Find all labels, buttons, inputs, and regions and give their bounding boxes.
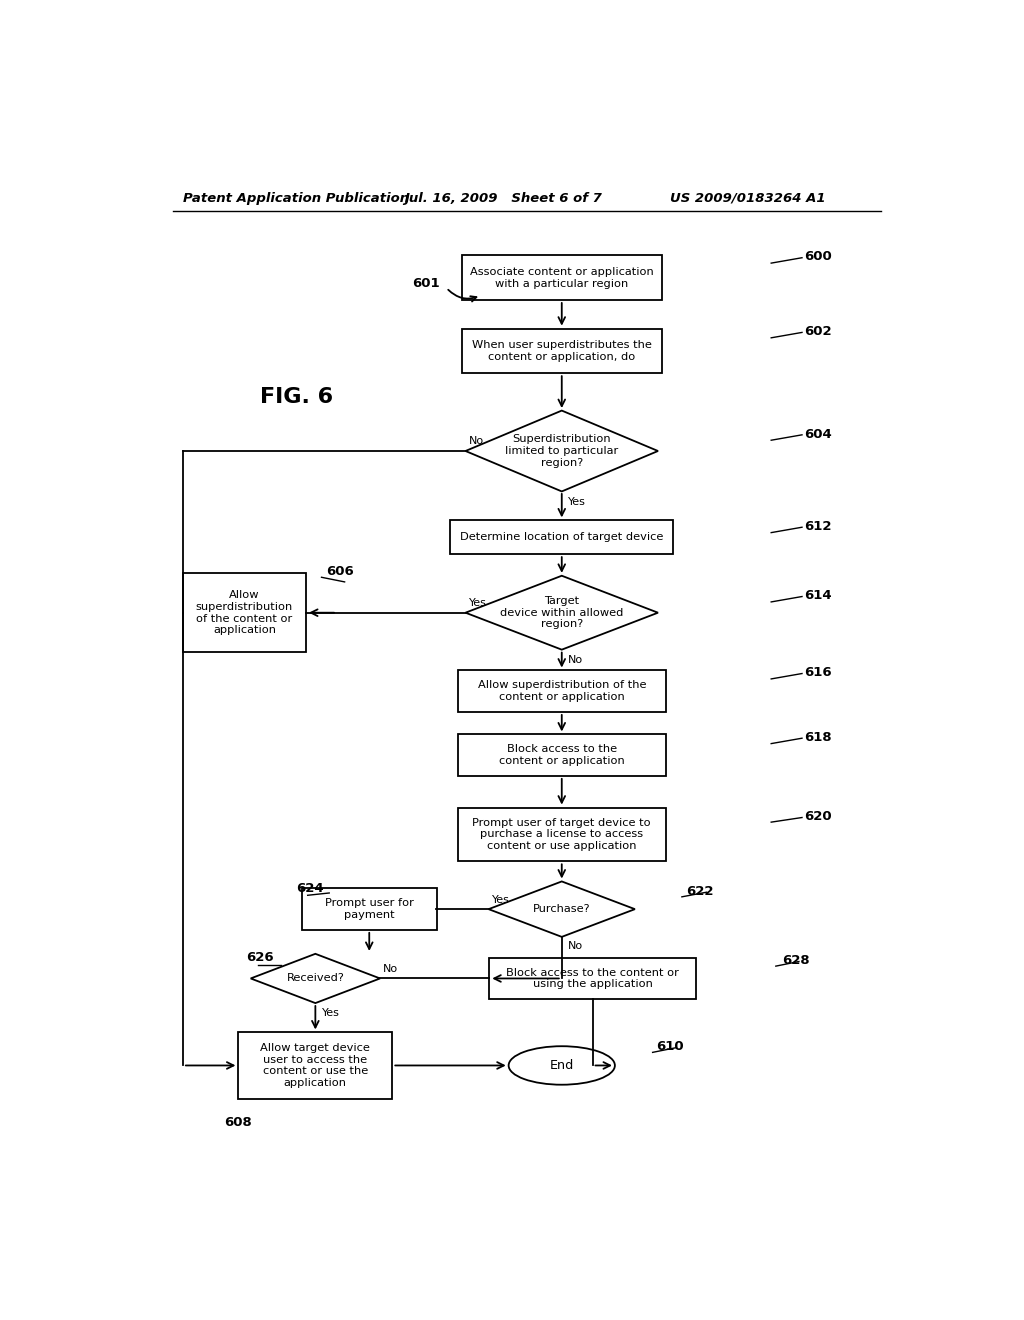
- Text: 624: 624: [296, 882, 324, 895]
- Text: No: No: [469, 437, 483, 446]
- Text: 608: 608: [224, 1115, 252, 1129]
- FancyBboxPatch shape: [239, 1032, 392, 1098]
- Text: 610: 610: [655, 1040, 683, 1053]
- Text: Block access to the content or
using the application: Block access to the content or using the…: [506, 968, 679, 989]
- Text: 606: 606: [326, 565, 354, 578]
- Text: Prompt user for
payment: Prompt user for payment: [325, 899, 414, 920]
- Text: Allow
superdistribution
of the content or
application: Allow superdistribution of the content o…: [196, 590, 293, 635]
- Text: US 2009/0183264 A1: US 2009/0183264 A1: [670, 191, 825, 205]
- Text: Determine location of target device: Determine location of target device: [460, 532, 664, 543]
- FancyBboxPatch shape: [489, 958, 695, 999]
- FancyBboxPatch shape: [451, 520, 674, 554]
- Text: 602: 602: [804, 325, 831, 338]
- FancyBboxPatch shape: [462, 256, 662, 300]
- FancyBboxPatch shape: [458, 808, 666, 862]
- Text: 612: 612: [804, 520, 831, 533]
- Text: Block access to the
content or application: Block access to the content or applicati…: [499, 744, 625, 766]
- Text: 626: 626: [246, 952, 273, 964]
- Text: FIG. 6: FIG. 6: [259, 387, 333, 407]
- Polygon shape: [251, 954, 380, 1003]
- Text: 616: 616: [804, 667, 831, 680]
- Text: No: No: [568, 941, 583, 952]
- Text: Superdistribution
limited to particular
region?: Superdistribution limited to particular …: [505, 434, 618, 467]
- Text: When user superdistributes the
content or application, do: When user superdistributes the content o…: [472, 341, 651, 362]
- Text: Yes: Yes: [469, 598, 486, 609]
- FancyBboxPatch shape: [183, 573, 306, 652]
- Text: 600: 600: [804, 251, 833, 264]
- Text: Patent Application Publication: Patent Application Publication: [183, 191, 409, 205]
- Text: Associate content or application
with a particular region: Associate content or application with a …: [470, 267, 653, 289]
- Text: Purchase?: Purchase?: [532, 904, 591, 915]
- Polygon shape: [488, 882, 635, 937]
- Text: End: End: [550, 1059, 573, 1072]
- Text: 622: 622: [686, 884, 714, 898]
- Text: Received?: Received?: [287, 973, 344, 983]
- Text: No: No: [383, 964, 398, 974]
- Text: 601: 601: [413, 277, 440, 290]
- FancyBboxPatch shape: [462, 329, 662, 374]
- Text: Yes: Yes: [492, 895, 510, 904]
- Text: 614: 614: [804, 589, 831, 602]
- Text: 620: 620: [804, 810, 831, 824]
- Text: 618: 618: [804, 731, 831, 744]
- Text: Jul. 16, 2009   Sheet 6 of 7: Jul. 16, 2009 Sheet 6 of 7: [403, 191, 602, 205]
- FancyBboxPatch shape: [458, 734, 666, 776]
- Polygon shape: [466, 411, 658, 491]
- Text: 628: 628: [782, 954, 810, 968]
- Text: Yes: Yes: [322, 1007, 339, 1018]
- Ellipse shape: [509, 1047, 614, 1085]
- Text: Target
device within allowed
region?: Target device within allowed region?: [500, 597, 624, 630]
- Text: No: No: [568, 655, 583, 665]
- Text: Allow superdistribution of the
content or application: Allow superdistribution of the content o…: [477, 680, 646, 702]
- FancyBboxPatch shape: [302, 888, 436, 929]
- Text: Allow target device
user to access the
content or use the
application: Allow target device user to access the c…: [260, 1043, 371, 1088]
- FancyBboxPatch shape: [458, 671, 666, 711]
- Polygon shape: [466, 576, 658, 649]
- Text: Yes: Yes: [568, 498, 586, 507]
- Text: Prompt user of target device to
purchase a license to access
content or use appl: Prompt user of target device to purchase…: [472, 818, 651, 851]
- Text: 604: 604: [804, 428, 833, 441]
